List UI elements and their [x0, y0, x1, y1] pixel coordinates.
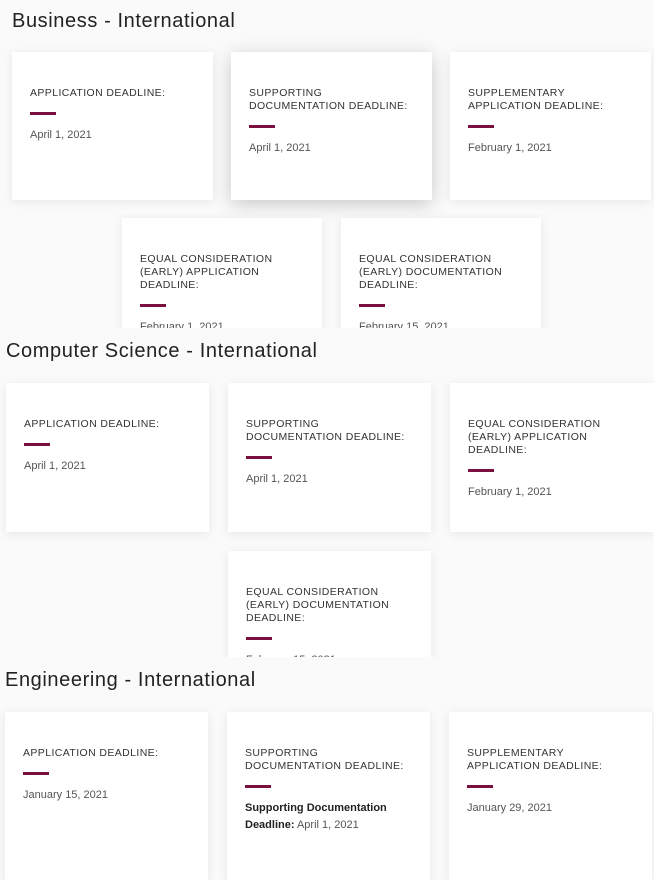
deadline-label: SUPPLEMENTARY APPLICATION DEADLINE:	[468, 87, 604, 112]
deadline-date-block: January 29, 2021	[467, 800, 634, 817]
deadline-section: Computer Science - International APPLICAT…	[0, 328, 654, 657]
deadline-date: February 1, 2021	[468, 486, 552, 498]
deadline-card: EQUAL CONSIDERATION (EARLY) DOCUMENTATIO…	[341, 218, 541, 328]
deadline-card: SUPPLEMENTARY APPLICATION DEADLINE: Febru…	[450, 52, 651, 200]
deadline-date-block: February 15, 2021	[359, 319, 523, 328]
accent-divider	[468, 125, 494, 128]
deadline-date-block: Supporting Documentation Deadline: April…	[245, 800, 412, 834]
deadline-card: EQUAL CONSIDERATION (EARLY) APPLICATION …	[450, 383, 654, 532]
deadline-label: SUPPORTING DOCUMENTATION DEADLINE:	[245, 747, 404, 772]
deadline-date: April 1, 2021	[249, 142, 311, 154]
accent-divider	[23, 772, 49, 775]
deadline-date-block: April 1, 2021	[249, 140, 414, 157]
deadline-date-block: April 1, 2021	[246, 471, 413, 488]
deadline-date: April 1, 2021	[24, 460, 86, 472]
deadline-date: February 15, 2021	[359, 321, 449, 328]
accent-divider	[468, 469, 494, 472]
deadline-date-block: February 1, 2021	[468, 484, 636, 501]
deadline-date-block: April 1, 2021	[30, 127, 195, 144]
accent-divider	[467, 785, 493, 788]
deadline-date: January 29, 2021	[467, 802, 553, 814]
deadline-label: EQUAL CONSIDERATION (EARLY) APPLICATION …	[468, 418, 601, 456]
deadline-card: EQUAL CONSIDERATION (EARLY) DOCUMENTATIO…	[228, 551, 431, 657]
deadline-label: EQUAL CONSIDERATION (EARLY) DOCUMENTATIO…	[359, 253, 503, 291]
accent-divider	[246, 456, 272, 459]
deadline-date-block: February 1, 2021	[468, 140, 633, 157]
deadline-card: SUPPORTING DOCUMENTATION DEADLINE: April …	[231, 52, 432, 200]
deadline-date: April 1, 2021	[246, 473, 308, 485]
deadline-card: SUPPORTING DOCUMENTATION DEADLINE: Suppor…	[227, 712, 430, 880]
deadline-date-block: April 1, 2021	[24, 458, 191, 475]
deadline-label: EQUAL CONSIDERATION (EARLY) APPLICATION …	[140, 253, 273, 291]
accent-divider	[246, 637, 272, 640]
accent-divider	[249, 125, 275, 128]
accent-divider	[24, 443, 50, 446]
section-title: Engineering - International	[5, 669, 256, 691]
deadline-label: APPLICATION DEADLINE:	[30, 87, 166, 99]
deadline-card: EQUAL CONSIDERATION (EARLY) APPLICATION …	[122, 218, 322, 328]
deadline-card: SUPPLEMENTARY APPLICATION DEADLINE: Janua…	[449, 712, 652, 880]
deadline-card: APPLICATION DEADLINE: January 15, 2021	[5, 712, 208, 880]
deadline-section: Engineering - International APPLICATION D…	[0, 657, 654, 880]
accent-divider	[359, 304, 385, 307]
deadline-date: February 1, 2021	[140, 321, 224, 328]
deadline-date: January 15, 2021	[23, 789, 109, 801]
deadline-card: APPLICATION DEADLINE: April 1, 2021	[6, 383, 209, 532]
deadline-date: February 1, 2021	[468, 142, 552, 154]
deadline-date-block: February 15, 2021	[246, 652, 413, 657]
deadline-label: APPLICATION DEADLINE:	[24, 418, 160, 430]
deadline-date-block: January 15, 2021	[23, 787, 190, 804]
section-title: Computer Science - International	[6, 340, 318, 362]
deadline-card: APPLICATION DEADLINE: April 1, 2021	[12, 52, 213, 200]
deadline-date-block: February 1, 2021	[140, 319, 304, 328]
deadline-label: SUPPORTING DOCUMENTATION DEADLINE:	[249, 87, 408, 112]
deadline-label: APPLICATION DEADLINE:	[23, 747, 159, 759]
accent-divider	[140, 304, 166, 307]
deadline-label: SUPPORTING DOCUMENTATION DEADLINE:	[246, 418, 405, 443]
deadline-label: SUPPLEMENTARY APPLICATION DEADLINE:	[467, 747, 603, 772]
deadline-date: April 1, 2021	[30, 129, 92, 141]
deadline-section: Business - International APPLICATION DEAD…	[0, 0, 654, 328]
deadline-date-prefix: Supporting Documentation Deadline:	[245, 802, 387, 831]
accent-divider	[245, 785, 271, 788]
accent-divider	[30, 112, 56, 115]
deadline-card: SUPPORTING DOCUMENTATION DEADLINE: April …	[228, 383, 431, 532]
deadline-label: EQUAL CONSIDERATION (EARLY) DOCUMENTATIO…	[246, 586, 390, 624]
section-title: Business - International	[12, 10, 236, 32]
deadline-date: April 1, 2021	[296, 819, 359, 831]
deadline-date: February 15, 2021	[246, 654, 336, 657]
